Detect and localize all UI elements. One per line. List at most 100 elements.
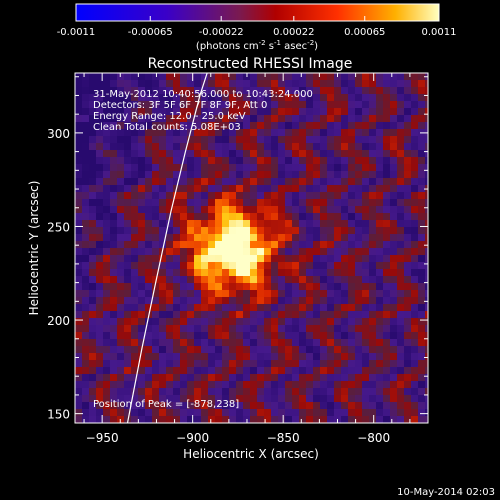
- heatmap-cell: [334, 171, 342, 179]
- heatmap-cell: [341, 276, 349, 284]
- heatmap-cell: [124, 325, 132, 333]
- heatmap-cell: [180, 276, 188, 284]
- heatmap-cell: [166, 402, 174, 410]
- heatmap-cell: [264, 339, 272, 347]
- heatmap-cell: [201, 367, 209, 375]
- heatmap-cell: [418, 304, 426, 312]
- heatmap-cell: [257, 325, 265, 333]
- heatmap-cell: [334, 346, 342, 354]
- heatmap-cell: [404, 332, 412, 340]
- heatmap-cell: [131, 108, 139, 116]
- heatmap-cell: [362, 241, 370, 249]
- heatmap-cell: [285, 129, 293, 137]
- heatmap-cell: [327, 192, 335, 200]
- heatmap-cell: [243, 199, 251, 207]
- heatmap-cell: [278, 402, 286, 410]
- heatmap-cell: [138, 395, 146, 403]
- heatmap-cell: [334, 276, 342, 284]
- heatmap-cell: [250, 367, 258, 375]
- heatmap-cell: [208, 80, 216, 88]
- heatmap-cell: [124, 283, 132, 291]
- heatmap-cell: [327, 199, 335, 207]
- heatmap-cell: [264, 220, 272, 228]
- heatmap-cell: [285, 381, 293, 389]
- heatmap-cell: [96, 122, 104, 130]
- heatmap-cell: [138, 192, 146, 200]
- heatmap-cell: [348, 213, 356, 221]
- heatmap-cell: [208, 143, 216, 151]
- heatmap-cell: [243, 206, 251, 214]
- heatmap-cell: [418, 360, 426, 368]
- heatmap-cell: [236, 115, 244, 123]
- heatmap-cell: [250, 143, 258, 151]
- heatmap-cell: [404, 276, 412, 284]
- heatmap-cell: [236, 276, 244, 284]
- heatmap-cell: [418, 150, 426, 158]
- heatmap-cell: [278, 234, 286, 242]
- heatmap-cell: [341, 248, 349, 256]
- heatmap-cell: [383, 304, 391, 312]
- heatmap-cell: [390, 346, 398, 354]
- heatmap-cell: [194, 332, 202, 340]
- heatmap-cell: [397, 157, 405, 165]
- heatmap-cell: [383, 346, 391, 354]
- heatmap-cell: [173, 367, 181, 375]
- heatmap-cell: [236, 227, 244, 235]
- heatmap-cell: [299, 374, 307, 382]
- heatmap-cell: [341, 164, 349, 172]
- heatmap-cell: [355, 80, 363, 88]
- heatmap-cell: [362, 108, 370, 116]
- heatmap-cell: [418, 101, 426, 109]
- heatmap-cell: [166, 367, 174, 375]
- heatmap-cell: [404, 353, 412, 361]
- heatmap-cell: [397, 227, 405, 235]
- heatmap-cell: [229, 388, 237, 396]
- heatmap-cell: [271, 108, 279, 116]
- heatmap-cell: [299, 290, 307, 298]
- heatmap-cell: [299, 122, 307, 130]
- heatmap-cell: [390, 297, 398, 305]
- heatmap-cell: [264, 318, 272, 326]
- heatmap-cell: [103, 381, 111, 389]
- heatmap-cell: [145, 213, 153, 221]
- heatmap-cell: [411, 346, 419, 354]
- heatmap-cell: [250, 227, 258, 235]
- heatmap-cell: [306, 122, 314, 130]
- heatmap-cell: [250, 276, 258, 284]
- heatmap-cell: [348, 262, 356, 270]
- heatmap-cell: [180, 304, 188, 312]
- heatmap-cell: [208, 213, 216, 221]
- heatmap-cell: [215, 164, 223, 172]
- heatmap-cell: [96, 143, 104, 151]
- heatmap-cell: [152, 248, 160, 256]
- heatmap-cell: [404, 87, 412, 95]
- heatmap-cell: [243, 122, 251, 130]
- heatmap-cell: [397, 374, 405, 382]
- heatmap-cell: [215, 108, 223, 116]
- heatmap-cell: [348, 388, 356, 396]
- heatmap-cell: [355, 241, 363, 249]
- heatmap-cell: [348, 234, 356, 242]
- heatmap-cell: [250, 220, 258, 228]
- heatmap-cell: [208, 178, 216, 186]
- heatmap-cell: [152, 234, 160, 242]
- heatmap-cell: [243, 367, 251, 375]
- heatmap-cell: [152, 381, 160, 389]
- heatmap-cell: [390, 80, 398, 88]
- heatmap-cell: [355, 227, 363, 235]
- heatmap-cell: [152, 157, 160, 165]
- heatmap-cell: [383, 388, 391, 396]
- heatmap-cell: [194, 185, 202, 193]
- heatmap-cell: [362, 325, 370, 333]
- heatmap-cell: [404, 143, 412, 151]
- heatmap-cell: [313, 206, 321, 214]
- heatmap-cell: [376, 220, 384, 228]
- heatmap-cell: [215, 290, 223, 298]
- heatmap-cell: [306, 255, 314, 263]
- heatmap-cell: [194, 311, 202, 319]
- heatmap-cell: [110, 129, 118, 137]
- heatmap-cell: [236, 73, 244, 81]
- heatmap-cell: [82, 227, 90, 235]
- heatmap-cell: [306, 402, 314, 410]
- heatmap-cell: [376, 381, 384, 389]
